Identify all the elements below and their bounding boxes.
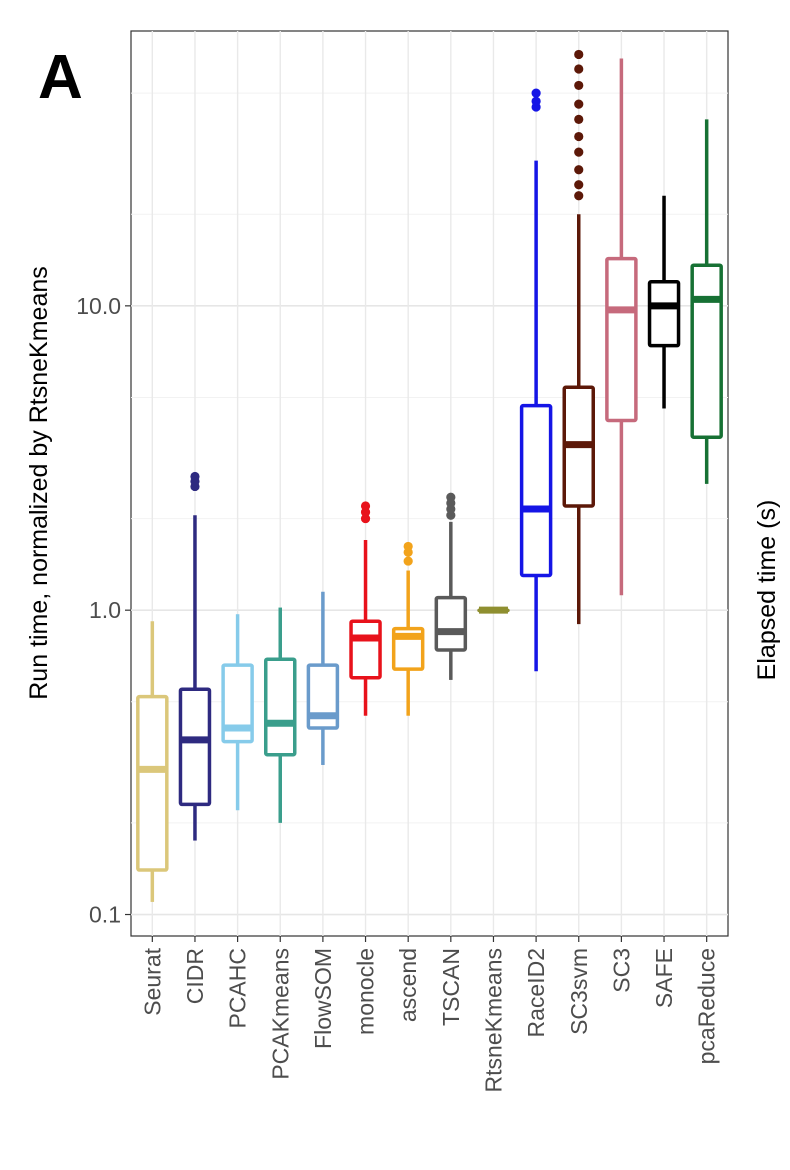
outlier-point	[574, 49, 584, 60]
boxes-layer	[136, 49, 723, 902]
x-tick-label: pcaReduce	[694, 948, 720, 1064]
box-safe	[647, 195, 681, 409]
outlier-point	[531, 88, 541, 98]
y-axis-title: Run time, normalized by RtsneKmeans	[25, 266, 53, 700]
box-iqr	[221, 663, 254, 744]
box-iqr	[519, 403, 553, 578]
y-tick-label: 10.0	[76, 293, 121, 319]
outlier-point	[403, 556, 413, 566]
x-tick-label: RaceID2	[523, 948, 549, 1037]
plot-panel	[130, 30, 729, 937]
x-tick-label: CIDR	[182, 948, 208, 1004]
box-rtsnekmeans	[477, 606, 510, 614]
box-pcareduce	[690, 119, 723, 484]
grid-lines	[131, 31, 728, 936]
box-iqr	[434, 595, 468, 652]
box-monocle	[349, 501, 382, 716]
outlier-point	[574, 180, 584, 190]
outlier-point	[446, 492, 456, 502]
x-tick-label: SC3	[608, 948, 634, 993]
x-axis-ticks: Seurat CIDR PCAHC PCAKmeans FlowSOM monocle as…	[139, 936, 720, 1092]
x-tick-label: PCAKmeans	[267, 948, 293, 1080]
outlier-point	[403, 541, 413, 552]
x-tick-label: monocle	[353, 948, 379, 1035]
outlier-point	[574, 114, 584, 124]
x-tick-label: SAFE	[651, 948, 677, 1008]
x-tick-label: RtsneKmeans	[480, 948, 506, 1092]
x-tick-label: FlowSOM	[310, 948, 336, 1049]
y-tick-label: 0.1	[89, 902, 121, 928]
box-sc3	[605, 58, 638, 596]
box-iqr	[647, 279, 681, 348]
outlier-point	[360, 513, 371, 524]
outlier-point	[574, 191, 584, 201]
box-sc3svm	[562, 49, 595, 625]
box-tscan	[434, 492, 468, 680]
secondary-y-axis-title: Elapsed time (s)	[753, 500, 781, 681]
x-tick-label: SC3svm	[566, 948, 592, 1035]
y-tick-label: 1.0	[89, 597, 121, 623]
x-tick-label: TSCAN	[438, 948, 464, 1026]
box-iqr	[264, 657, 297, 757]
x-tick-label: ascend	[395, 948, 421, 1022]
outlier-point	[574, 80, 584, 91]
outlier-point	[574, 131, 584, 142]
box-cidr	[178, 471, 212, 841]
box-iqr	[690, 263, 723, 440]
box-iqr	[349, 619, 382, 680]
outlier-point	[574, 147, 584, 157]
box-flowsom	[306, 591, 340, 765]
y-axis-ticks: 0.1 1.0 10.0	[76, 293, 131, 928]
box-iqr	[178, 687, 212, 807]
box-iqr	[605, 256, 638, 423]
box-pcakmeans	[264, 607, 297, 823]
box-pcahc	[221, 614, 254, 811]
outlier-point	[574, 165, 584, 175]
outlier-point	[574, 99, 584, 109]
box-ascend	[391, 541, 425, 716]
box-seurat	[136, 621, 169, 902]
outlier-point	[446, 510, 456, 520]
box-iqr	[136, 694, 169, 872]
panel-label: A	[38, 43, 83, 112]
outlier-point	[531, 96, 541, 106]
x-tick-label: Seurat	[139, 947, 165, 1015]
outlier-point	[190, 471, 200, 482]
box-raceid2	[519, 88, 553, 672]
x-tick-label: PCAHC	[225, 948, 251, 1029]
outlier-point	[574, 64, 584, 74]
outlier-point	[360, 501, 371, 511]
